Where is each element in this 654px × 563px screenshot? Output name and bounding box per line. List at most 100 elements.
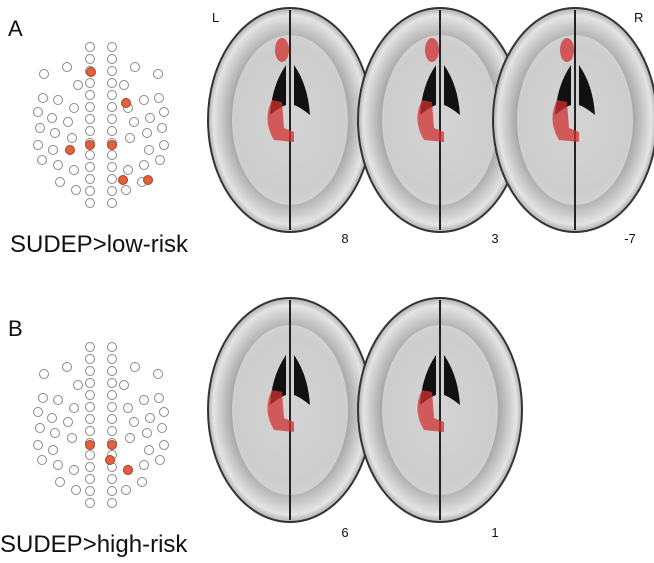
electrode xyxy=(86,343,95,352)
electrode xyxy=(108,43,117,52)
electrode xyxy=(154,370,163,379)
brain-slice: 8 xyxy=(208,8,372,246)
electrode xyxy=(108,415,117,424)
electrode xyxy=(48,114,57,123)
electrode xyxy=(160,141,169,150)
electrode xyxy=(68,134,77,143)
electrode xyxy=(70,166,79,175)
electrode xyxy=(108,391,117,400)
electrode xyxy=(108,79,117,88)
electrode xyxy=(48,414,57,423)
electrode xyxy=(86,187,95,196)
electrode xyxy=(143,129,152,138)
electrode-highlight xyxy=(106,456,115,465)
electrode xyxy=(64,418,73,427)
electrode xyxy=(34,141,43,150)
electrode xyxy=(140,396,149,405)
electrode xyxy=(63,363,72,372)
electrode xyxy=(54,396,63,405)
electrode xyxy=(108,163,117,172)
electrode-highlight xyxy=(124,466,133,475)
electrode xyxy=(86,379,95,388)
electrode xyxy=(86,175,95,184)
electrode-highlight xyxy=(119,176,128,185)
electrode xyxy=(108,427,117,436)
electrode xyxy=(155,394,164,403)
electrode xyxy=(86,355,95,364)
electrode xyxy=(140,161,149,170)
electrode xyxy=(86,115,95,124)
electrode xyxy=(86,499,95,508)
figure: A B SUDEP>low-risk SUDEP>high-risk L R 8… xyxy=(0,0,654,558)
electrode xyxy=(70,404,79,413)
electrode xyxy=(49,146,58,155)
electrode xyxy=(39,94,48,103)
electrode xyxy=(86,151,95,160)
slice-number: 6 xyxy=(341,525,348,540)
electrode xyxy=(140,96,149,105)
electrode xyxy=(154,70,163,79)
electrode xyxy=(108,91,117,100)
electrode xyxy=(34,441,43,450)
activation xyxy=(425,38,439,62)
electrode xyxy=(108,379,117,388)
electrode xyxy=(145,446,154,455)
brain-slice: -7 xyxy=(493,8,654,246)
electrode xyxy=(86,415,95,424)
electrode xyxy=(131,363,140,372)
caption: SUDEP>high-risk xyxy=(0,531,188,558)
electrode-highlight xyxy=(66,146,75,155)
electrode xyxy=(86,451,95,460)
electrode xyxy=(54,96,63,105)
electrode xyxy=(122,186,131,195)
electrode-highlight xyxy=(108,441,117,450)
electrode xyxy=(86,79,95,88)
electrode xyxy=(126,434,135,443)
electrode xyxy=(86,427,95,436)
activation xyxy=(275,38,289,62)
electrode xyxy=(34,108,43,117)
electrode xyxy=(54,461,63,470)
electrode xyxy=(120,381,129,390)
panel-label: A xyxy=(8,16,23,41)
electrode xyxy=(156,156,165,165)
electrode xyxy=(124,404,133,413)
electrode xyxy=(70,466,79,475)
electrode xyxy=(74,81,83,90)
electrode xyxy=(145,146,154,155)
electrode xyxy=(54,161,63,170)
electrode xyxy=(64,118,73,127)
electrode xyxy=(86,55,95,64)
slice-number: 1 xyxy=(491,525,498,540)
brain-slice: 1 xyxy=(358,298,522,540)
side-label: R xyxy=(634,10,643,25)
electrode-maps xyxy=(34,43,169,508)
electrode xyxy=(86,487,95,496)
electrode xyxy=(108,487,117,496)
electrode xyxy=(86,91,95,100)
electrode xyxy=(86,403,95,412)
slice-number: 3 xyxy=(491,231,498,246)
electrode-highlight xyxy=(86,441,95,450)
electrode xyxy=(146,114,155,123)
electrode xyxy=(108,187,117,196)
electrode xyxy=(108,355,117,364)
electrode-highlight xyxy=(108,141,117,150)
electrode xyxy=(86,391,95,400)
electrode xyxy=(108,103,117,112)
electrode xyxy=(130,118,139,127)
electrode xyxy=(51,429,60,438)
electrode xyxy=(108,151,117,160)
electrode xyxy=(72,186,81,195)
electrode xyxy=(122,486,131,495)
caption: SUDEP>low-risk xyxy=(10,231,189,258)
electrode xyxy=(49,446,58,455)
slice-number: 8 xyxy=(341,231,348,246)
electrode xyxy=(56,478,65,487)
electrode-highlight xyxy=(144,176,153,185)
electrode-highlight xyxy=(87,68,96,77)
electrode xyxy=(108,175,117,184)
electrode xyxy=(155,94,164,103)
electrode xyxy=(86,475,95,484)
electrode xyxy=(86,43,95,52)
